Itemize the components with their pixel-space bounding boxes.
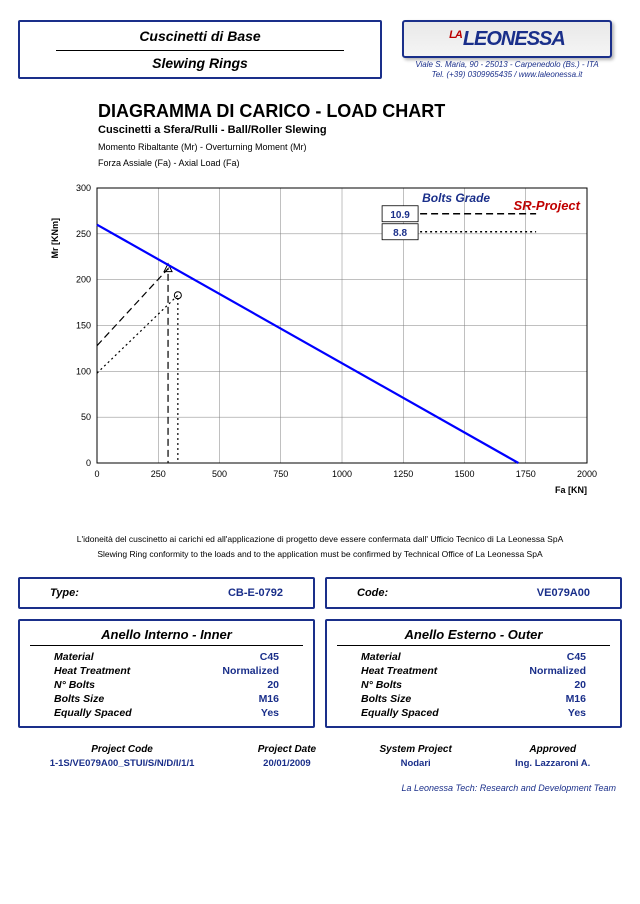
inner-head: Anello Interno - Inner xyxy=(30,627,303,646)
footer-col: System ProjectNodari xyxy=(380,744,452,769)
logo-text: LEONESSA xyxy=(463,28,565,51)
svg-text:500: 500 xyxy=(212,469,227,479)
footer-row: Project Code1-1S/VE079A00_STUI/S/N/D/I/1… xyxy=(18,738,622,775)
header-title-box: Cuscinetti di Base Slewing Rings xyxy=(18,20,382,79)
property-row: Bolts Size M16 xyxy=(30,692,303,706)
property-value: M16 xyxy=(259,693,279,705)
property-row: Equally Spaced Yes xyxy=(337,706,610,720)
property-key: Bolts Size xyxy=(54,693,104,705)
code-value: VE079A00 xyxy=(537,587,590,599)
property-key: Material xyxy=(361,651,401,663)
svg-text:0: 0 xyxy=(94,469,99,479)
svg-text:1000: 1000 xyxy=(332,469,352,479)
separator xyxy=(56,50,344,51)
address: Viale S. Maria, 90 - 25013 - Carpenedolo… xyxy=(415,60,598,79)
logo-prefix: LA xyxy=(449,29,462,41)
property-key: N° Bolts xyxy=(361,679,402,691)
property-value: C45 xyxy=(260,651,279,663)
svg-text:10.9: 10.9 xyxy=(390,210,410,221)
footer-col: Project Date20/01/2009 xyxy=(258,744,316,769)
subtitle: Cuscinetti a Sfera/Rulli - Ball/Roller S… xyxy=(98,124,622,136)
property-value: Yes xyxy=(568,707,586,719)
code-box: Code: VE079A00 xyxy=(325,577,622,609)
code-label: Code: xyxy=(357,587,388,599)
svg-text:1500: 1500 xyxy=(454,469,474,479)
property-key: Material xyxy=(54,651,94,663)
type-label: Type: xyxy=(50,587,79,599)
property-value: 20 xyxy=(574,679,586,691)
svg-text:Mr [KNm]: Mr [KNm] xyxy=(50,218,60,259)
type-box: Type: CB-E-0792 xyxy=(18,577,315,609)
footer-col: Project Code1-1S/VE079A00_STUI/S/N/D/I/1… xyxy=(50,744,195,769)
svg-text:1250: 1250 xyxy=(393,469,413,479)
svg-text:0: 0 xyxy=(86,458,91,468)
property-key: Equally Spaced xyxy=(361,707,439,719)
main-title: DIAGRAMMA DI CARICO - LOAD CHART xyxy=(98,101,622,122)
svg-text:Fa [KN]: Fa [KN] xyxy=(555,485,587,495)
property-row: Bolts Size M16 xyxy=(337,692,610,706)
svg-text:Bolts Grade: Bolts Grade xyxy=(422,191,490,205)
svg-text:750: 750 xyxy=(273,469,288,479)
chart-svg: 0 250 500 750 1000 1250 1500 1750 2000 0 50 100 150 2… xyxy=(42,178,602,518)
svg-text:8.8: 8.8 xyxy=(393,228,407,239)
property-value: C45 xyxy=(567,651,586,663)
property-value: M16 xyxy=(566,693,586,705)
header: Cuscinetti di Base Slewing Rings LA LEON… xyxy=(18,20,622,79)
title-en: Slewing Rings xyxy=(152,55,248,71)
load-chart: 0 250 500 750 1000 1250 1500 1750 2000 0 50 100 150 2… xyxy=(42,178,602,518)
note-mr: Momento Ribaltante (Mr) - Overturning Mo… xyxy=(98,142,622,152)
svg-text:50: 50 xyxy=(81,412,91,422)
header-logo-box: LA LEONESSA Viale S. Maria, 90 - 25013 -… xyxy=(392,20,622,79)
disclaimer: L'idoneità del cuscinetto ai carichi ed … xyxy=(18,532,622,563)
footnote: La Leonessa Tech: Research and Developme… xyxy=(18,783,622,793)
inner-ring-box: Anello Interno - Inner MaterialC45Heat T… xyxy=(18,619,315,728)
property-key: Bolts Size xyxy=(361,693,411,705)
title-it: Cuscinetti di Base xyxy=(139,28,260,48)
svg-text:2000: 2000 xyxy=(577,469,597,479)
type-value: CB-E-0792 xyxy=(228,587,283,599)
property-row: Material C45 xyxy=(30,650,303,664)
tables: Type: CB-E-0792 Code: VE079A00 Anello In… xyxy=(18,577,622,728)
property-row: Equally Spaced Yes xyxy=(30,706,303,720)
property-row: Heat Treatment Normalized xyxy=(337,664,610,678)
svg-text:200: 200 xyxy=(76,275,91,285)
property-row: N° Bolts 20 xyxy=(337,678,610,692)
svg-text:1750: 1750 xyxy=(516,469,536,479)
property-key: Equally Spaced xyxy=(54,707,132,719)
property-key: Heat Treatment xyxy=(361,665,437,677)
svg-text:250: 250 xyxy=(76,229,91,239)
svg-text:100: 100 xyxy=(76,367,91,377)
property-row: Heat Treatment Normalized xyxy=(30,664,303,678)
property-value: Yes xyxy=(261,707,279,719)
property-row: N° Bolts 20 xyxy=(30,678,303,692)
logo: LA LEONESSA xyxy=(402,20,612,58)
footer-col: ApprovedIng. Lazzaroni A. xyxy=(515,744,590,769)
property-value: Normalized xyxy=(529,665,586,677)
property-key: N° Bolts xyxy=(54,679,95,691)
svg-text:150: 150 xyxy=(76,321,91,331)
outer-head: Anello Esterno - Outer xyxy=(337,627,610,646)
property-value: 20 xyxy=(267,679,279,691)
property-value: Normalized xyxy=(222,665,279,677)
note-fa: Forza Assiale (Fa) - Axial Load (Fa) xyxy=(98,158,622,168)
property-key: Heat Treatment xyxy=(54,665,130,677)
outer-ring-box: Anello Esterno - Outer MaterialC45Heat T… xyxy=(325,619,622,728)
property-row: Material C45 xyxy=(337,650,610,664)
svg-text:300: 300 xyxy=(76,183,91,193)
svg-text:250: 250 xyxy=(151,469,166,479)
